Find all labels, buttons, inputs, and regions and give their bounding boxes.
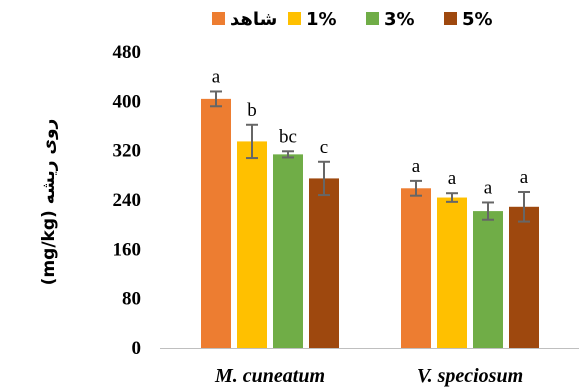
error-bar [210,90,222,108]
legend: شاهد 1% 3% 5% [212,9,493,30]
y-tick-label: 80 [122,289,141,310]
significance-label: b [247,100,257,121]
y-tick-label: 160 [113,239,142,260]
bar [437,197,467,348]
legend-item: 5% [444,9,493,30]
bar [237,141,267,348]
bars: a b bc c a a a a [201,66,539,348]
bar [273,154,303,348]
significance-label: a [484,177,493,198]
y-tick-label: 400 [113,91,142,112]
legend-label: 3% [384,9,415,30]
significance-label: a [520,167,529,188]
significance-label: c [320,137,328,158]
significance-label: a [412,156,421,177]
legend-label: شاهد [230,9,277,30]
significance-label: a [448,168,457,189]
legend-swatch [288,12,301,25]
significance-label: a [212,66,221,87]
error-bar [446,192,458,203]
legend-swatch [444,12,457,25]
y-tick-label: 240 [113,190,142,211]
error-bar [518,190,530,223]
legend-item: 3% [366,9,415,30]
y-axis-label: (mg/kg) روی ریشه [39,119,59,286]
category-labels: M. cuneatum V. speciosum [214,365,523,387]
bar [401,188,431,348]
error-bar [282,150,294,159]
y-tick-label: 0 [132,338,142,359]
legend-label: 1% [306,9,337,30]
bar [309,178,339,348]
error-bar [318,160,330,197]
legend-swatch [366,12,379,25]
significance-label: bc [279,126,297,147]
bar [201,98,231,348]
error-bar [246,123,258,160]
legend-swatch [212,12,225,25]
error-bar [410,179,422,197]
y-tick-label: 320 [113,141,142,162]
bar [509,206,539,348]
category-label: V. speciosum [417,365,523,387]
bar [473,211,503,348]
y-axis-ticks: 0 80 160 240 320 400 480 [113,42,142,359]
y-tick-label: 480 [113,42,142,63]
legend-item: 1% [288,9,337,30]
legend-item: شاهد [212,9,277,30]
error-bar [482,201,494,221]
category-label: M. cuneatum [214,365,325,387]
legend-label: 5% [462,9,493,30]
